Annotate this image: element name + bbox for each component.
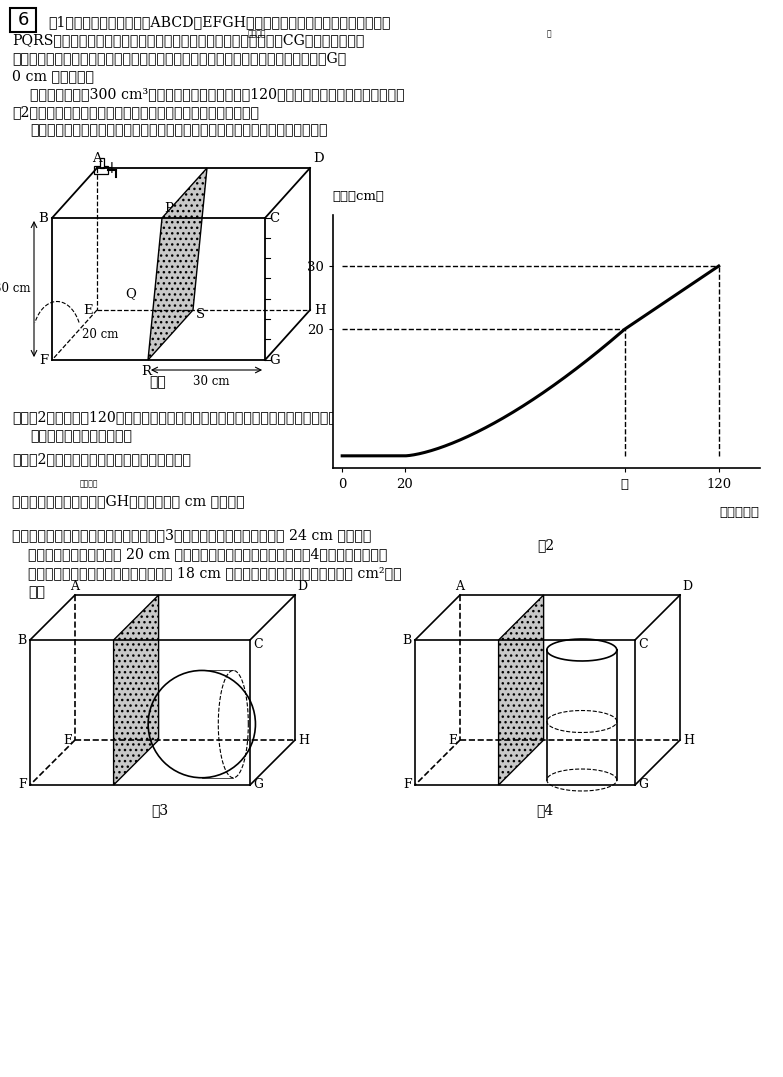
Bar — [100, 158, 104, 168]
Text: B: B — [402, 633, 412, 646]
Text: ④　次に，水槽を空の状態に戻して，図3のように仕切りの右側に高さ 24 cm の鉄製の: ④ 次に，水槽を空の状態に戻して，図3のように仕切りの右側に高さ 24 cm の… — [12, 528, 371, 542]
Text: も: も — [547, 30, 552, 38]
Text: じゃぐち: じゃぐち — [248, 30, 266, 38]
Text: てたところ，仕切りの右側の水位は 18 cm となりました。円柱の底面積は何 cm²です: てたところ，仕切りの右側の水位は 18 cm となりました。円柱の底面積は何 c… — [28, 567, 402, 581]
Text: 0 cm とします。: 0 cm とします。 — [12, 69, 94, 83]
Text: 図1のように直方体の水槽ABCD－EFGHがあり，側面に平行な長方形の仕切り: 図1のように直方体の水槽ABCD－EFGHがあり，側面に平行な長方形の仕切り — [48, 15, 391, 29]
Text: R: R — [141, 365, 151, 378]
Text: D: D — [297, 581, 307, 593]
Text: Q: Q — [125, 288, 136, 300]
Text: G: G — [253, 779, 263, 792]
Text: 円柱を寒かせた状態で 20 cm の高さまで注水します。その後，図4のように円柱を立: 円柱を寒かせた状態で 20 cm の高さまで注水します。その後，図4のように円柱… — [28, 547, 388, 561]
Text: C: C — [638, 639, 648, 652]
Text: か。: か。 — [28, 585, 45, 599]
Text: 水位（cm）: 水位（cm） — [333, 190, 384, 202]
Text: ③　この水槽の奥行（辺GHの長さ）は何 cm ですか。: ③ この水槽の奥行（辺GHの長さ）は何 cm ですか。 — [12, 494, 244, 508]
Text: 図3: 図3 — [151, 803, 168, 817]
Text: B: B — [38, 211, 48, 224]
Text: G: G — [638, 779, 648, 792]
Text: このとき，後の各問いに答えなさい。ただし，仕切りの厚さは考えません。: このとき，後の各問いに答えなさい。ただし，仕切りの厚さは考えません。 — [30, 123, 327, 137]
Text: 図１: 図１ — [150, 375, 166, 389]
Bar — [94, 166, 108, 174]
Text: E: E — [63, 733, 72, 746]
Text: F: F — [403, 779, 412, 792]
Text: PQRSで仕切られています。仕切りの左側に蛇口があり，また，辺CGに目盛りがつい: PQRSで仕切られています。仕切りの左側に蛇口があり，また，辺CGに目盛りがつい — [12, 33, 364, 47]
Polygon shape — [114, 595, 159, 785]
Text: H: H — [314, 304, 326, 317]
Text: おくゆき: おくゆき — [80, 480, 99, 488]
FancyBboxPatch shape — [10, 8, 36, 32]
Text: G: G — [269, 353, 280, 366]
Text: 時間（秒）: 時間（秒） — [720, 506, 760, 519]
Text: F: F — [39, 353, 48, 366]
Text: 図2は経過時間と仕切りの右側の水位の関係を表したものです。: 図2は経過時間と仕切りの右側の水位の関係を表したものです。 — [12, 104, 259, 118]
Text: 図4: 図4 — [536, 803, 554, 817]
Text: ②　図2のアにあてはまる数はいくつですか。: ② 図2のアにあてはまる数はいくつですか。 — [12, 452, 191, 466]
Text: D: D — [682, 581, 692, 593]
Text: 蛇口から毎秒300 cm³の割合で注水したところ，120秒で満水になりました。このとき: 蛇口から毎秒300 cm³の割合で注水したところ，120秒で満水になりました。こ… — [30, 87, 405, 101]
Text: A: A — [92, 152, 102, 165]
Text: 20 cm: 20 cm — [82, 328, 118, 341]
Text: ていて，これを使って仕切りの右側の水位（水面の高さ）を測ります。ただし，点Gを: ていて，これを使って仕切りの右側の水位（水面の高さ）を測ります。ただし，点Gを — [12, 51, 346, 65]
Text: 30 cm: 30 cm — [0, 282, 30, 295]
Text: D: D — [313, 152, 323, 165]
Polygon shape — [499, 595, 543, 785]
Text: H: H — [683, 733, 694, 746]
Text: S: S — [196, 308, 205, 322]
Text: B: B — [18, 633, 27, 646]
Text: 図2: 図2 — [538, 538, 554, 553]
Text: 30 cm: 30 cm — [193, 375, 229, 388]
Text: ①　図2のア秒後と120秒後の水槽全体の水の量の比を求めなさい。ただし，最も簡単: ① 図2のア秒後と120秒後の水槽全体の水の量の比を求めなさい。ただし，最も簡単 — [12, 410, 354, 424]
Polygon shape — [148, 168, 207, 360]
Text: P: P — [164, 202, 173, 215]
Text: 6: 6 — [17, 11, 29, 29]
Text: C: C — [269, 211, 279, 224]
Text: A: A — [70, 581, 80, 593]
Text: A: A — [456, 581, 464, 593]
Text: C: C — [253, 639, 262, 652]
Text: E: E — [448, 733, 457, 746]
Text: ⊣: ⊣ — [100, 162, 114, 176]
Text: E: E — [83, 304, 93, 317]
Text: な整数の比で答えなさい。: な整数の比で答えなさい。 — [30, 429, 132, 443]
Text: F: F — [18, 779, 27, 792]
Text: H: H — [298, 733, 309, 746]
